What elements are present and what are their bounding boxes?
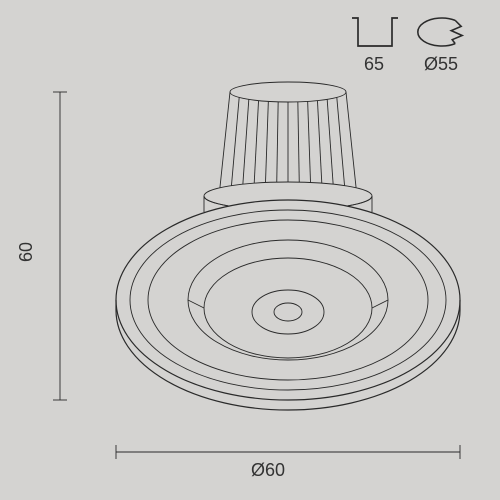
hole-diameter-label: Ø55	[424, 54, 458, 74]
cutout-label: 65	[364, 54, 384, 74]
width-dimension-label: Ø60	[251, 460, 285, 480]
technical-drawing-svg: 65 Ø55 60 Ø60	[0, 0, 500, 500]
diagram-canvas: 65 Ø55 60 Ø60	[0, 0, 500, 500]
height-dimension-label: 60	[16, 242, 36, 262]
